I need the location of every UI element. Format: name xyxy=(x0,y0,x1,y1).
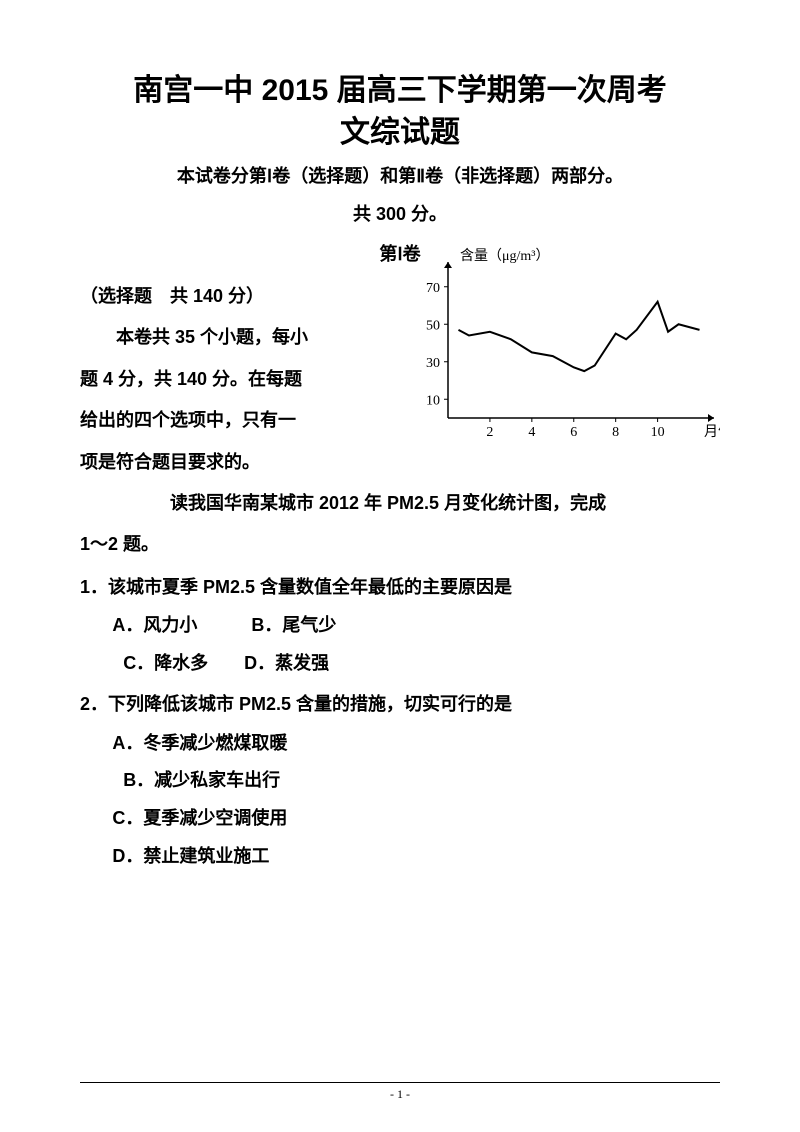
prompt-a: 读我国华南某城市 2012 年 PM2.5 月变化统计图，完成 xyxy=(170,493,606,513)
intro-line3: 题 4 分，共 140 分。在每题 xyxy=(80,359,390,400)
svg-text:4: 4 xyxy=(528,425,535,440)
svg-text:50: 50 xyxy=(426,318,440,333)
q2-opt-a: A．冬季减少燃煤取暖 xyxy=(80,725,720,763)
total-score: 共 300 分。 xyxy=(80,200,720,226)
svg-text:10: 10 xyxy=(651,425,665,440)
intro-line5: 项是符合题目要求的。 xyxy=(80,442,390,483)
page-title: 南宫一中 2015 届高三下学期第一次周考 文综试题 xyxy=(80,70,720,154)
choice-header: （选择题 共 140 分） xyxy=(80,276,390,317)
svg-text:月份: 月份 xyxy=(704,424,720,440)
intro-line4: 给出的四个选项中，只有一 xyxy=(80,400,390,441)
svg-text:10: 10 xyxy=(426,393,440,408)
title-line1: 南宫一中 2015 届高三下学期第一次周考 xyxy=(133,74,666,107)
question-prompt: 读我国华南某城市 2012 年 PM2.5 月变化统计图，完成 xyxy=(80,483,720,524)
q2-opt-d: D．禁止建筑业施工 xyxy=(80,838,720,876)
page-footer: - 1 - xyxy=(0,1082,800,1102)
footer-divider xyxy=(80,1082,720,1083)
intro-line2: 本卷共 35 个小题，每小 xyxy=(80,317,390,358)
svg-text:70: 70 xyxy=(426,281,440,296)
svg-text:含量（μg/m³）: 含量（μg/m³） xyxy=(460,248,549,264)
page-number: - 1 - xyxy=(390,1087,410,1101)
q1-opts-row1: A．风力小 B．尾气少 xyxy=(80,607,720,645)
svg-text:8: 8 xyxy=(612,425,619,440)
svg-text:2: 2 xyxy=(486,425,493,440)
q1-stem: 1．该城市夏季 PM2.5 含量数值全年最低的主要原因是 xyxy=(80,568,720,608)
svg-text:30: 30 xyxy=(426,356,440,371)
subtitle: 本试卷分第Ⅰ卷（选择题）和第Ⅱ卷（非选择题）两部分。 xyxy=(80,162,720,188)
q1-opts-row2: C．降水多 D．蒸发强 xyxy=(80,645,720,683)
title-line2: 文综试题 xyxy=(340,116,460,149)
q2-opt-c: C．夏季减少空调使用 xyxy=(80,800,720,838)
pm25-chart: 10 30 50 70 2 4 6 8 10 含量（μg/m³） 月份 xyxy=(410,246,720,446)
q2-opt-b: B．减少私家车出行 xyxy=(80,762,720,800)
prompt-b: 1～2 题。 xyxy=(80,524,720,565)
q2-stem: 2．下列降低该城市 PM2.5 含量的措施，切实可行的是 xyxy=(80,685,720,725)
svg-text:6: 6 xyxy=(570,425,577,440)
